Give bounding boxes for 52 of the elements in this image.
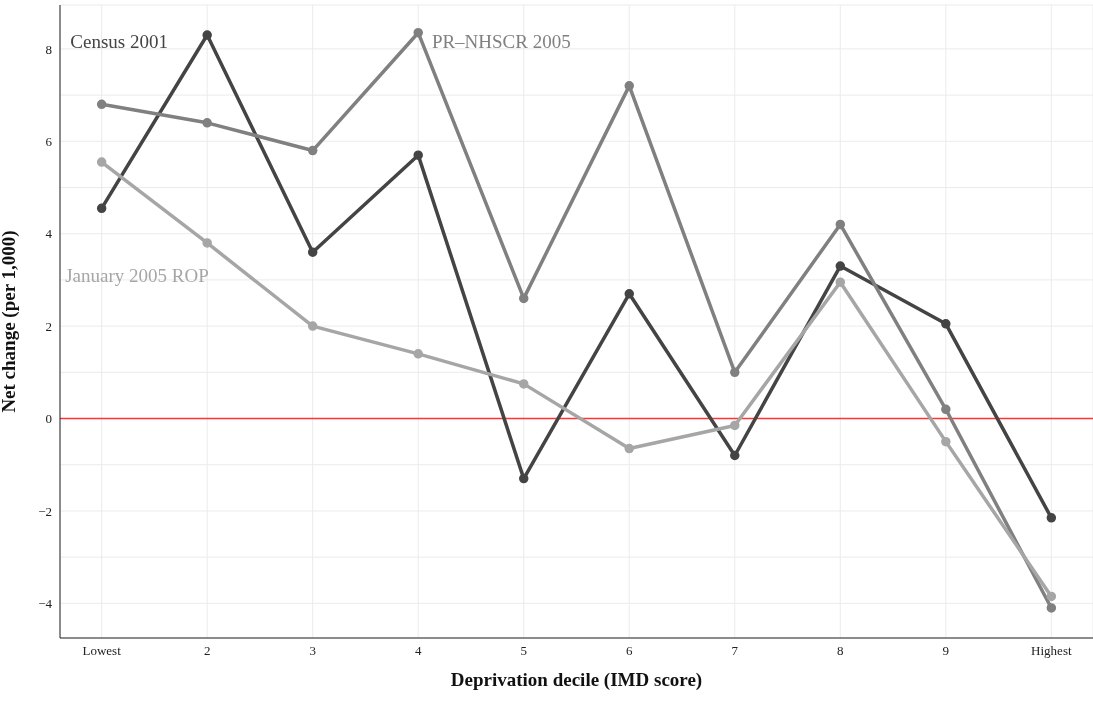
series-label: Census 2001 (70, 30, 168, 53)
point (518, 379, 529, 389)
x-tick-label: Lowest (82, 643, 122, 659)
point (730, 450, 740, 461)
point (202, 30, 212, 40)
point (624, 289, 635, 299)
y-tick-label: 6 (45, 133, 53, 149)
point (1046, 591, 1057, 602)
point (413, 150, 423, 160)
x-tick-label: 8 (837, 643, 844, 659)
point (202, 238, 212, 248)
x-tick-label: 4 (414, 643, 422, 659)
point (518, 473, 529, 484)
x-tick-label: 2 (203, 643, 211, 659)
y-tick-label: 8 (45, 41, 52, 57)
point (835, 219, 846, 230)
point (624, 443, 635, 454)
y-tick-label: 2 (45, 318, 52, 334)
y-tick-label: −4 (38, 595, 53, 611)
point (413, 27, 423, 38)
point (1046, 513, 1057, 523)
y-tick-label: 4 (45, 226, 53, 242)
point (307, 145, 318, 156)
x-tick-label: Highest (1031, 643, 1072, 659)
point (96, 99, 107, 110)
x-tick-label: 9 (942, 643, 950, 659)
y-axis-title: Net change (per 1,000) (0, 230, 20, 413)
point (413, 349, 423, 359)
y-tick-label: 0 (45, 411, 52, 427)
y-tick-label: −2 (38, 503, 52, 519)
point (835, 277, 846, 287)
x-tick-label: 5 (520, 643, 527, 659)
point (941, 436, 951, 447)
x-tick-label: 3 (309, 643, 316, 659)
point (941, 319, 951, 329)
x-axis-title: Deprivation decile (IMD score) (450, 669, 703, 691)
series-label: January 2005 ROP (65, 265, 209, 288)
point (941, 404, 951, 415)
x-tick-label: 6 (626, 643, 634, 659)
point (624, 81, 635, 91)
point (730, 367, 740, 378)
point (518, 293, 529, 304)
series-label: PR–NHSCR 2005 (431, 30, 571, 53)
point (307, 321, 318, 331)
point (730, 420, 740, 431)
point (835, 261, 846, 271)
point (96, 203, 107, 214)
point (96, 157, 107, 167)
x-tick-label: 7 (731, 643, 739, 659)
point (307, 247, 318, 257)
point (202, 118, 212, 128)
point (1046, 603, 1057, 613)
